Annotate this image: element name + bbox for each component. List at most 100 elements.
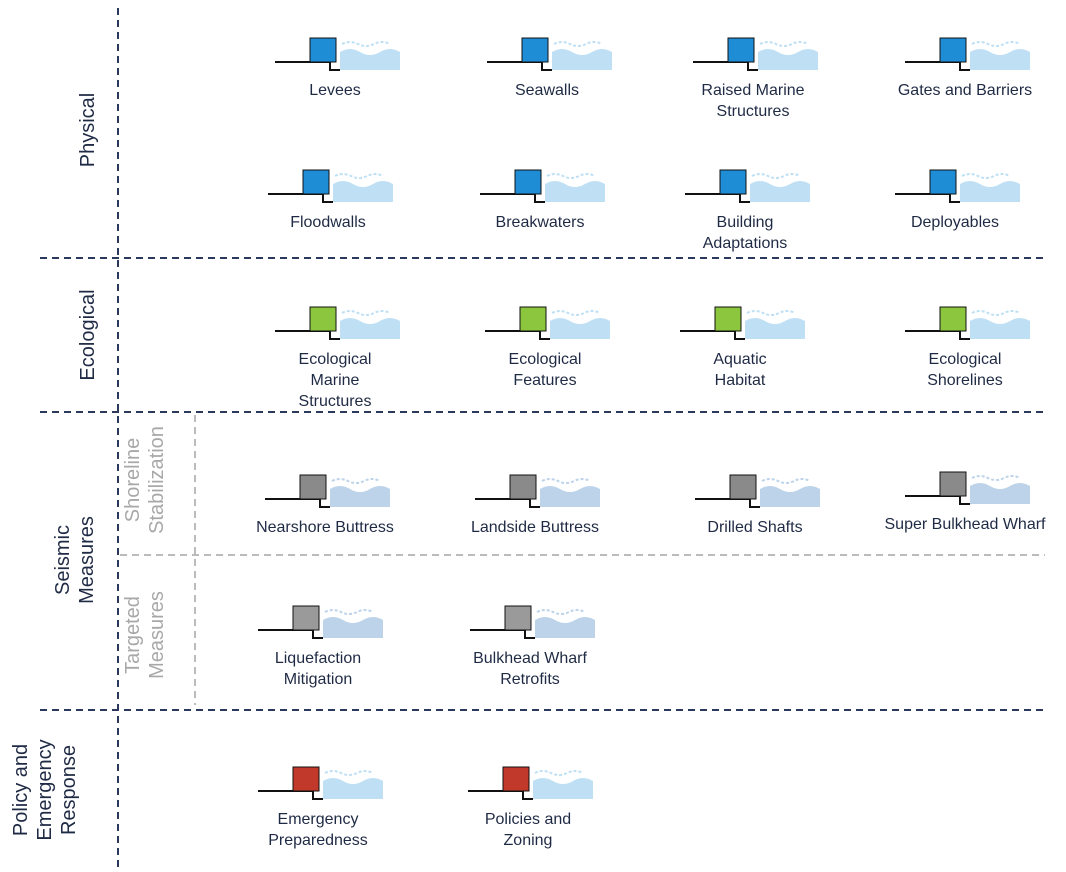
ground [905,330,970,340]
icon [485,306,610,340]
structure [509,474,537,500]
icon [275,306,400,340]
icon [258,605,383,639]
wave-line [971,41,1021,47]
subsection-label: Shoreline Stabilization [121,426,169,534]
ground [693,61,758,71]
structure [514,169,542,195]
icon [895,169,1020,203]
text-line: Preparedness [268,832,368,849]
text-line: Policies and [484,811,572,828]
wave-line [971,310,1021,316]
water [333,181,393,202]
item-label: Seawalls [515,80,579,101]
text-line: Shoreline [122,437,144,523]
water [535,617,595,638]
item-label: Gates and Barriers [898,80,1032,101]
item-label: Ecological Features [509,349,582,391]
water [970,318,1030,339]
item-label: Aquatic Habitat [713,349,766,391]
structure [714,306,742,332]
water [340,49,400,70]
water [745,318,805,339]
ground [480,193,545,203]
ground [258,629,323,639]
text-line: Ecological [508,351,582,368]
wave-line [761,478,811,484]
text-line: Emergency [34,739,56,841]
wave-line [553,41,603,47]
structure [939,37,967,63]
icon [693,37,818,71]
text-line: Ecological [298,351,372,368]
icon [487,37,612,71]
item-label: Building Adaptations [703,212,788,254]
wave-line [324,609,374,615]
icon [468,766,593,800]
water [540,486,600,507]
item-label: Landside Buttress [471,517,599,538]
ground [470,629,535,639]
section-label: Physical [76,93,100,167]
item-label: Levees [309,80,361,101]
text-line: Mitigation [283,671,353,688]
wave-line [751,173,801,179]
icon [680,306,805,340]
ground [265,498,330,508]
icon [685,169,810,203]
text-line: Liquefaction [274,650,362,667]
water [545,181,605,202]
text-line: Habitat [714,372,766,389]
ground [695,498,760,508]
text-line: Policy and [10,743,32,837]
item-label: Breakwaters [496,212,585,233]
ground [680,330,745,340]
wave-line [341,41,391,47]
water [970,49,1030,70]
text-line: Physical [77,92,99,168]
wave-line [341,310,391,316]
text-line: Retrofits [500,671,560,688]
text-line: Features [513,372,577,389]
wave-line [334,173,384,179]
icon [905,471,1030,505]
structure [521,37,549,63]
text-line: Aquatic [713,351,767,368]
section-label: Ecological [76,289,100,380]
text-line: Deployables [910,214,1000,231]
item-label: Drilled Shafts [707,517,802,538]
water [550,318,610,339]
icon [475,474,600,508]
text-line: Seawalls [514,82,580,99]
item-label: Floodwalls [290,212,366,233]
water [758,49,818,70]
text-line: Emergency [277,811,359,828]
ground [487,61,552,71]
structure [309,306,337,332]
text-line: Floodwalls [290,214,366,231]
icon [470,605,595,639]
icon [695,474,820,508]
ground [475,498,540,508]
icon [265,474,390,508]
water [533,778,593,799]
text-line: Raised Marine [701,82,805,99]
water [330,486,390,507]
wave-line [971,475,1021,481]
structure [502,766,530,792]
text-line: Structures [716,103,790,120]
icon [275,37,400,71]
structure [299,474,327,500]
water [970,483,1030,504]
structure [302,169,330,195]
ground [268,193,333,203]
ground [258,790,323,800]
item-label: Bulkhead Wharf Retrofits [473,648,587,690]
text-line: Drilled Shafts [707,519,803,536]
item-label: Super Bulkhead Wharf [885,514,1046,535]
structure [929,169,957,195]
text-line: Structures [298,393,372,410]
text-line: Adaptations [702,235,788,252]
icon [268,169,393,203]
